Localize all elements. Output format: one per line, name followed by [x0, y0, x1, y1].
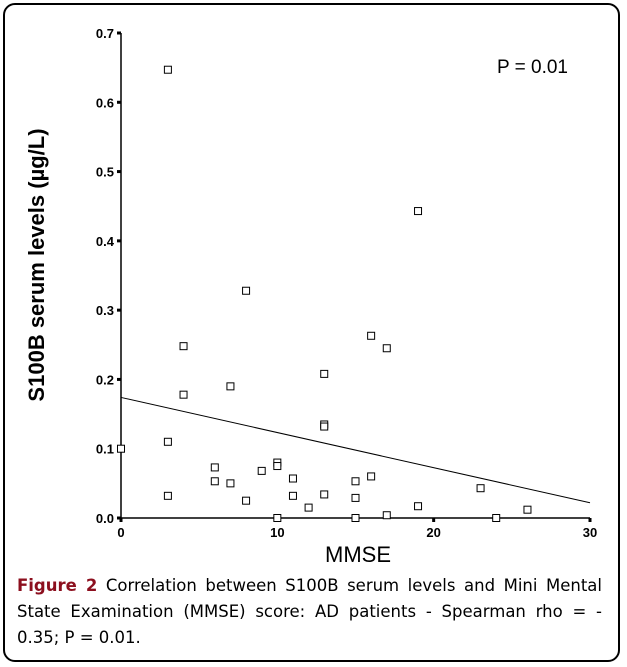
- data-point: [117, 444, 125, 453]
- figure-caption: Figure 2 Correlation between S100B serum…: [17, 573, 602, 651]
- data-point: [273, 462, 282, 471]
- data-point: [163, 491, 172, 500]
- y-tick-label: 0.3: [96, 303, 114, 318]
- data-point: [179, 390, 188, 399]
- y-tick-label: 0.4: [96, 234, 115, 249]
- data-point: [367, 331, 376, 340]
- data-point: [320, 369, 329, 378]
- data-point: [523, 505, 532, 514]
- scatter-chart: 0.0 0.1 0.2 0.3 0.4 0.5 0.6 0.7 0 10 20 30 P = 0.0…: [24, 26, 597, 567]
- y-tick: 0.5: [96, 165, 121, 180]
- data-point: [288, 474, 297, 483]
- y-tick: 0.6: [96, 95, 121, 110]
- data-point: [367, 472, 376, 481]
- data-point: [273, 514, 282, 522]
- p-value-annotation: P = 0.01: [497, 57, 568, 78]
- regression-line: [120, 396, 591, 504]
- y-tick-label: 0.0: [96, 511, 114, 526]
- y-tick-label: 0.1: [96, 442, 114, 457]
- data-point: [210, 477, 219, 486]
- data-point: [257, 466, 266, 475]
- x-tick: 30: [583, 518, 597, 540]
- y-tick-label: 0.2: [96, 372, 114, 387]
- data-point: [351, 493, 360, 502]
- figure-label: Figure 2: [17, 576, 98, 595]
- y-tick: 0.0: [96, 511, 121, 526]
- data-point: [163, 65, 172, 74]
- data-point: [163, 437, 172, 446]
- data-point: [226, 382, 235, 391]
- data-point: [351, 514, 360, 522]
- x-axis-label: MMSE: [325, 542, 391, 567]
- y-tick: 0.7: [96, 26, 121, 41]
- x-tick-label: 0: [117, 525, 124, 540]
- axes: [120, 33, 590, 519]
- data-point: [226, 479, 235, 488]
- data-point: [288, 491, 297, 500]
- data-points: [117, 65, 532, 522]
- y-tick: 0.4: [96, 234, 121, 249]
- data-point: [304, 503, 313, 512]
- y-ticks: 0.0 0.1 0.2 0.3 0.4 0.5 0.6 0.7: [96, 26, 121, 526]
- data-point: [382, 344, 391, 353]
- x-ticks: 0 10 20 30: [117, 518, 597, 540]
- data-point: [179, 342, 188, 351]
- data-point: [382, 511, 391, 520]
- data-point: [476, 484, 485, 493]
- data-point: [492, 514, 501, 522]
- y-tick: 0.3: [96, 303, 121, 318]
- data-point: [351, 477, 360, 486]
- figure-frame: [3, 3, 620, 662]
- y-tick-label: 0.7: [96, 26, 114, 41]
- data-point: [414, 207, 423, 216]
- data-point: [414, 502, 423, 511]
- x-tick: 0: [117, 518, 125, 540]
- y-tick-label: 0.5: [96, 165, 114, 180]
- x-tick-label: 20: [426, 525, 440, 540]
- data-point: [320, 490, 329, 499]
- x-tick: 20: [426, 518, 441, 540]
- x-tick-label: 30: [583, 525, 597, 540]
- caption-text: Correlation between S100B serum levels a…: [17, 576, 602, 647]
- y-tick: 0.2: [96, 372, 121, 387]
- x-tick-label: 10: [270, 525, 284, 540]
- y-axis-label: S100B serum levels (µg/L): [24, 128, 49, 401]
- y-tick-label: 0.6: [96, 95, 114, 110]
- data-point: [320, 422, 329, 431]
- data-point: [242, 496, 251, 505]
- data-point: [210, 463, 219, 472]
- data-point: [242, 286, 251, 295]
